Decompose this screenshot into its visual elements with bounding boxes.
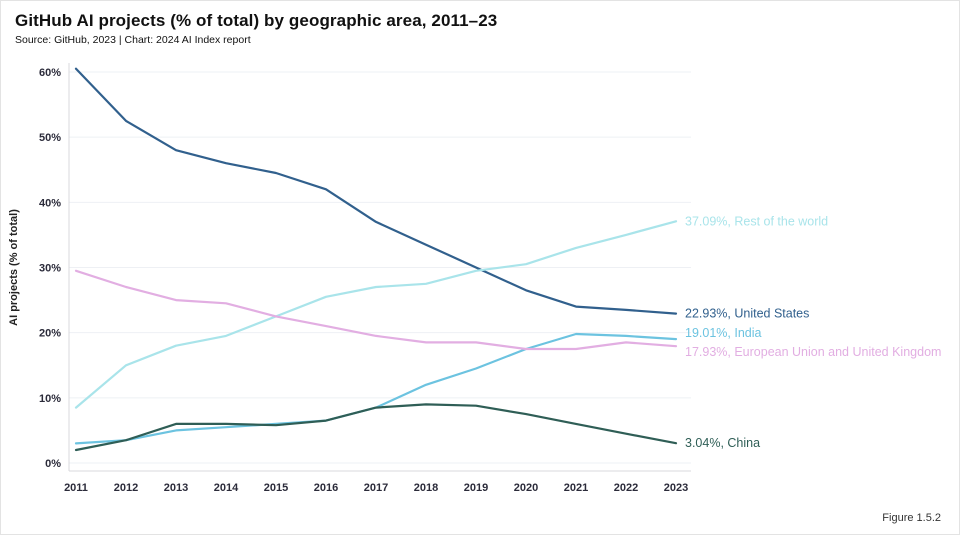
series-label-rest-of-the-world: 37.09%, Rest of the world	[685, 214, 828, 228]
x-tick-label: 2019	[464, 482, 488, 494]
chart-title: GitHub AI projects (% of total) by geogr…	[15, 11, 498, 30]
y-tick-label: 50%	[39, 132, 61, 144]
x-tick-label: 2017	[364, 482, 388, 494]
figure-number: Figure 1.5.2	[882, 512, 941, 524]
series-line-united-states	[74, 67, 678, 315]
x-tick-label: 2013	[164, 482, 188, 494]
chart-source: Source: GitHub, 2023 | Chart: 2024 AI In…	[15, 34, 251, 46]
y-tick-label: 10%	[39, 393, 61, 405]
series-label-india: 19.01%, India	[685, 326, 761, 340]
x-tick-label: 2022	[614, 482, 638, 494]
series-label-china: 3.04%, China	[685, 436, 760, 450]
x-tick-label: 2012	[114, 482, 138, 494]
x-tick-label: 2018	[414, 482, 438, 494]
x-tick-label: 2014	[214, 482, 239, 494]
y-axis-title: AI projects (% of total)	[8, 209, 20, 326]
series-label-european-union-and-united-kingdom: 17.93%, European Union and United Kingdo…	[685, 345, 941, 359]
x-tick-label: 2021	[564, 482, 588, 494]
x-tick-label: 2011	[64, 482, 88, 494]
x-tick-label: 2016	[314, 482, 338, 494]
x-tick-label: 2020	[514, 482, 538, 494]
series-line-china	[74, 403, 678, 452]
y-tick-label: 60%	[39, 67, 61, 79]
series-label-united-states: 22.93%, United States	[685, 307, 809, 321]
series-line-european-union-and-united-kingdom	[74, 269, 678, 351]
y-tick-label: 30%	[39, 263, 61, 275]
x-tick-label: 2023	[664, 482, 688, 494]
y-tick-label: 0%	[45, 458, 61, 470]
series-line-rest-of-the-world	[74, 220, 678, 409]
line-chart: 0% 10% 20% 30% 40% 50% 60% 2011 2012 2013 2014 2015…	[8, 63, 941, 494]
y-tick-label: 20%	[39, 328, 61, 340]
y-tick-label: 40%	[39, 197, 61, 209]
x-tick-label: 2015	[264, 482, 288, 494]
